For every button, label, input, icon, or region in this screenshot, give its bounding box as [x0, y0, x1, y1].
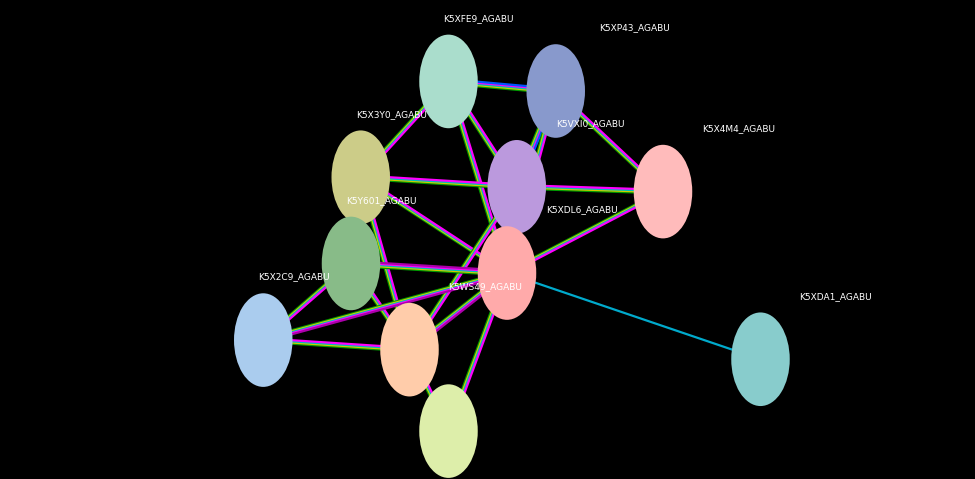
Ellipse shape [419, 34, 478, 128]
Ellipse shape [488, 140, 546, 234]
Text: K5X2C9_AGABU: K5X2C9_AGABU [258, 273, 330, 282]
Text: K5X3Y0_AGABU: K5X3Y0_AGABU [356, 110, 427, 119]
Ellipse shape [526, 44, 585, 138]
Ellipse shape [380, 303, 439, 397]
Ellipse shape [322, 217, 380, 310]
Text: K5XDL6_AGABU: K5XDL6_AGABU [546, 205, 617, 215]
Text: K5VXI0_AGABU: K5VXI0_AGABU [556, 119, 624, 128]
Ellipse shape [478, 226, 536, 320]
Ellipse shape [332, 130, 390, 224]
Text: K5X4M4_AGABU: K5X4M4_AGABU [702, 124, 775, 133]
Ellipse shape [419, 384, 478, 478]
Ellipse shape [234, 293, 292, 387]
Text: K5XDA1_AGABU: K5XDA1_AGABU [800, 292, 872, 301]
Text: K5Y601_AGABU: K5Y601_AGABU [346, 196, 416, 205]
Text: K5XP43_AGABU: K5XP43_AGABU [600, 23, 671, 33]
Ellipse shape [731, 312, 790, 406]
Text: K5XFE9_AGABU: K5XFE9_AGABU [444, 14, 514, 23]
Ellipse shape [634, 145, 692, 239]
Text: K5WS49_AGABU: K5WS49_AGABU [448, 282, 523, 291]
